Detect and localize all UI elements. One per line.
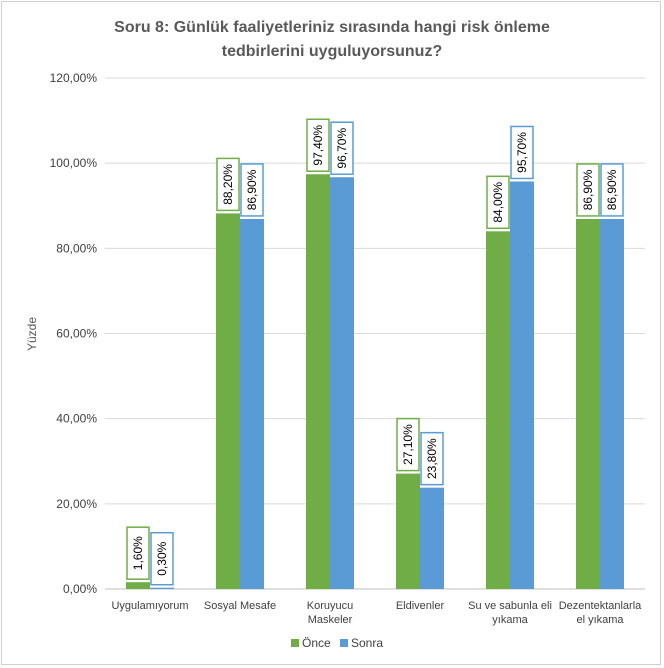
data-label: 86,90%: [240, 163, 264, 217]
data-label-text: 84,00%: [491, 182, 505, 223]
data-label-box: [486, 175, 510, 230]
y-axis-ticks: 0,00% 20,00% 40,00% 60,00% 80,00% 100,00% 120,…: [50, 71, 98, 596]
y-tick-label: 0,00%: [63, 582, 97, 596]
data-label-box: [126, 526, 150, 580]
data-label-box: [510, 125, 534, 180]
data-label-box: [420, 431, 444, 486]
data-label: 86,90%: [576, 163, 600, 217]
data-label-text: 88,20%: [221, 164, 235, 205]
data-label-box: [330, 121, 354, 175]
legend: Önce Sonra: [291, 636, 383, 650]
data-label-text: 95,70%: [515, 132, 529, 173]
x-category-label: Dezentektanlarla el yıkama: [559, 600, 642, 626]
data-label-text: 27,10%: [401, 424, 415, 465]
chart-title-line-2: tedbirlerini uyguluyorsunuz?: [222, 43, 442, 60]
x-category-label: Eldivenler: [396, 600, 445, 612]
y-tick-label: 100,00%: [50, 156, 98, 170]
x-category-label: Uygulamıyorum: [111, 600, 188, 612]
x-category-label: Sosyal Mesafe: [204, 600, 276, 612]
bar-önce: [576, 218, 600, 589]
bar-sonra: [330, 177, 354, 589]
y-tick-label: 80,00%: [56, 241, 97, 255]
bar-sonra: [150, 587, 174, 589]
data-label-box: [306, 118, 330, 172]
y-tick-label: 40,00%: [56, 412, 97, 426]
bar-sonra: [420, 487, 444, 589]
bars: [126, 174, 624, 590]
data-label: 23,80%: [420, 431, 444, 486]
data-label-text: 96,70%: [335, 128, 349, 169]
data-label: 0,30%: [150, 531, 174, 586]
data-label-text: 23,80%: [425, 438, 439, 479]
data-label-text: 1,60%: [131, 536, 145, 570]
data-label: 97,40%: [306, 118, 330, 172]
data-label-box: [240, 163, 264, 217]
data-label-text: 86,90%: [245, 169, 259, 210]
x-category-label: Koruyucu Maskeler: [307, 600, 353, 626]
gridlines: [105, 77, 645, 590]
bar-sonra: [510, 181, 534, 590]
bar-önce: [396, 473, 420, 589]
chart-title: Soru 8: Günlük faaliyetleriniz sırasında…: [114, 19, 550, 60]
data-label-box: [216, 157, 240, 212]
legend-label: Önce: [302, 636, 331, 650]
data-label: 84,00%: [486, 175, 510, 230]
data-label: 95,70%: [510, 125, 534, 180]
bar-önce: [306, 174, 330, 589]
legend-label: Sonra: [351, 636, 383, 650]
data-label: 27,10%: [396, 417, 420, 472]
data-label: 88,20%: [216, 157, 240, 212]
legend-swatch-sonra: [340, 639, 348, 647]
data-label-box: [396, 417, 420, 472]
data-labels: 1,60% 88,20% 97,40% 27,10% 84,00% 86,90% 0,30%…: [126, 118, 624, 586]
y-tick-label: 120,00%: [50, 71, 98, 85]
bar-sonra: [240, 218, 264, 589]
data-label-box: [150, 531, 174, 586]
data-label-text: 0,30%: [155, 541, 169, 575]
data-label-box: [600, 163, 624, 217]
data-label: 86,90%: [600, 163, 624, 217]
legend-swatch-önce: [291, 639, 299, 647]
data-label-box: [576, 163, 600, 217]
bar-sonra: [600, 218, 624, 589]
bar-önce: [216, 213, 240, 590]
y-tick-label: 20,00%: [56, 497, 97, 511]
y-tick-label: 60,00%: [56, 327, 97, 341]
data-label-text: 86,90%: [605, 169, 619, 210]
y-axis-label: Yüzde: [25, 317, 39, 351]
data-label-text: 97,40%: [311, 125, 325, 166]
data-label: 1,60%: [126, 526, 150, 580]
x-axis-categories: Uygulamıyorum Sosyal Mesafe Koruyucu Maskel…: [111, 600, 642, 626]
x-category-label: Su ve sabunla eli yıkama: [468, 600, 552, 626]
data-label: 96,70%: [330, 121, 354, 175]
bar-önce: [486, 231, 510, 590]
data-label-text: 86,90%: [581, 169, 595, 210]
bar-önce: [126, 582, 150, 589]
chart-title-line-1: Soru 8: Günlük faaliyetleriniz sırasında…: [114, 19, 550, 36]
